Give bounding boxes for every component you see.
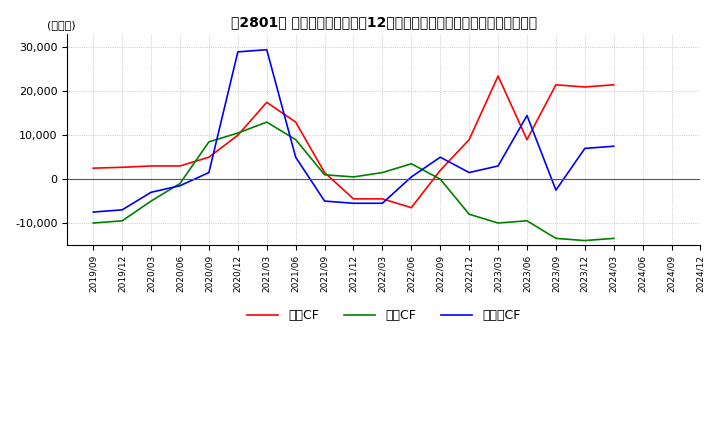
フリーCF xyxy=(378,201,387,206)
投資CF xyxy=(407,161,415,166)
投資CF xyxy=(118,218,127,224)
フリーCF xyxy=(494,163,503,169)
投資CF xyxy=(580,238,589,243)
フリーCF xyxy=(204,170,213,175)
営業CF xyxy=(523,137,531,142)
投資CF xyxy=(176,181,184,186)
営業CF xyxy=(494,73,503,79)
営業CF xyxy=(349,196,358,202)
投資CF xyxy=(89,220,98,226)
営業CF xyxy=(118,165,127,170)
投資CF xyxy=(494,220,503,226)
営業CF xyxy=(580,84,589,90)
Line: フリーCF: フリーCF xyxy=(94,50,613,212)
投資CF xyxy=(609,236,618,241)
営業CF xyxy=(176,163,184,169)
営業CF xyxy=(292,119,300,125)
フリーCF xyxy=(552,187,560,193)
営業CF xyxy=(436,168,444,173)
Y-axis label: (百万円): (百万円) xyxy=(47,20,75,30)
投資CF xyxy=(378,170,387,175)
フリーCF xyxy=(176,183,184,188)
営業CF xyxy=(89,165,98,171)
フリーCF xyxy=(262,47,271,52)
営業CF xyxy=(320,170,329,175)
フリーCF xyxy=(89,209,98,215)
投資CF xyxy=(262,119,271,125)
投資CF xyxy=(436,176,444,182)
投資CF xyxy=(204,139,213,144)
投資CF xyxy=(147,198,156,204)
フリーCF xyxy=(465,170,474,175)
フリーCF xyxy=(118,207,127,213)
Line: 営業CF: 営業CF xyxy=(94,76,613,208)
営業CF xyxy=(609,82,618,88)
投資CF xyxy=(233,130,242,136)
Line: 投資CF: 投資CF xyxy=(94,122,613,241)
投資CF xyxy=(465,212,474,217)
営業CF xyxy=(204,154,213,160)
投資CF xyxy=(552,236,560,241)
投資CF xyxy=(523,218,531,224)
フリーCF xyxy=(436,154,444,160)
投資CF xyxy=(320,172,329,177)
Legend: 営業CF, 投資CF, フリーCF: 営業CF, 投資CF, フリーCF xyxy=(242,304,526,327)
フリーCF xyxy=(349,201,358,206)
フリーCF xyxy=(320,198,329,204)
フリーCF xyxy=(407,174,415,180)
フリーCF xyxy=(523,113,531,118)
営業CF xyxy=(262,100,271,105)
営業CF xyxy=(378,196,387,202)
投資CF xyxy=(349,174,358,180)
フリーCF xyxy=(233,49,242,55)
営業CF xyxy=(147,163,156,169)
Title: 　2801　 キャッシュフローの12か月移動合計の対前年同期増減額の推移: 2801 キャッシュフローの12か月移動合計の対前年同期増減額の推移 xyxy=(231,15,537,29)
フリーCF xyxy=(147,190,156,195)
フリーCF xyxy=(580,146,589,151)
フリーCF xyxy=(609,143,618,149)
営業CF xyxy=(233,132,242,138)
営業CF xyxy=(407,205,415,210)
フリーCF xyxy=(292,154,300,160)
営業CF xyxy=(465,137,474,142)
営業CF xyxy=(552,82,560,88)
投資CF xyxy=(292,137,300,142)
